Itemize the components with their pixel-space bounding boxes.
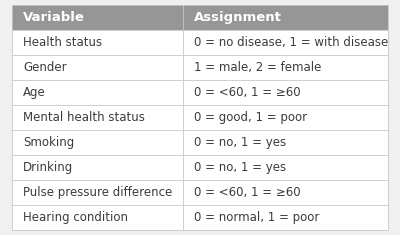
Text: Hearing condition: Hearing condition — [23, 211, 128, 224]
Bar — [12, 80, 388, 105]
Bar — [12, 5, 388, 30]
Bar — [12, 180, 388, 205]
Bar — [12, 55, 388, 80]
Bar — [12, 130, 388, 155]
Text: 0 = no disease, 1 = with disease: 0 = no disease, 1 = with disease — [194, 36, 389, 49]
Text: 1 = male, 2 = female: 1 = male, 2 = female — [194, 61, 322, 74]
Text: Pulse pressure difference: Pulse pressure difference — [23, 186, 172, 199]
Text: Assignment: Assignment — [194, 11, 282, 24]
Text: Age: Age — [23, 86, 46, 99]
Text: 0 = <60, 1 = ≥60: 0 = <60, 1 = ≥60 — [194, 186, 301, 199]
Text: 0 = no, 1 = yes: 0 = no, 1 = yes — [194, 136, 286, 149]
Text: Variable: Variable — [23, 11, 85, 24]
Text: Gender: Gender — [23, 61, 67, 74]
Bar — [12, 30, 388, 55]
Text: Drinking: Drinking — [23, 161, 74, 174]
Text: Smoking: Smoking — [23, 136, 74, 149]
Text: Mental health status: Mental health status — [23, 111, 145, 124]
Text: 0 = good, 1 = poor: 0 = good, 1 = poor — [194, 111, 308, 124]
Bar — [12, 155, 388, 180]
Bar — [12, 105, 388, 130]
Bar — [12, 205, 388, 230]
Text: 0 = <60, 1 = ≥60: 0 = <60, 1 = ≥60 — [194, 86, 301, 99]
Text: 0 = normal, 1 = poor: 0 = normal, 1 = poor — [194, 211, 320, 224]
Text: 0 = no, 1 = yes: 0 = no, 1 = yes — [194, 161, 286, 174]
Text: Health status: Health status — [23, 36, 102, 49]
